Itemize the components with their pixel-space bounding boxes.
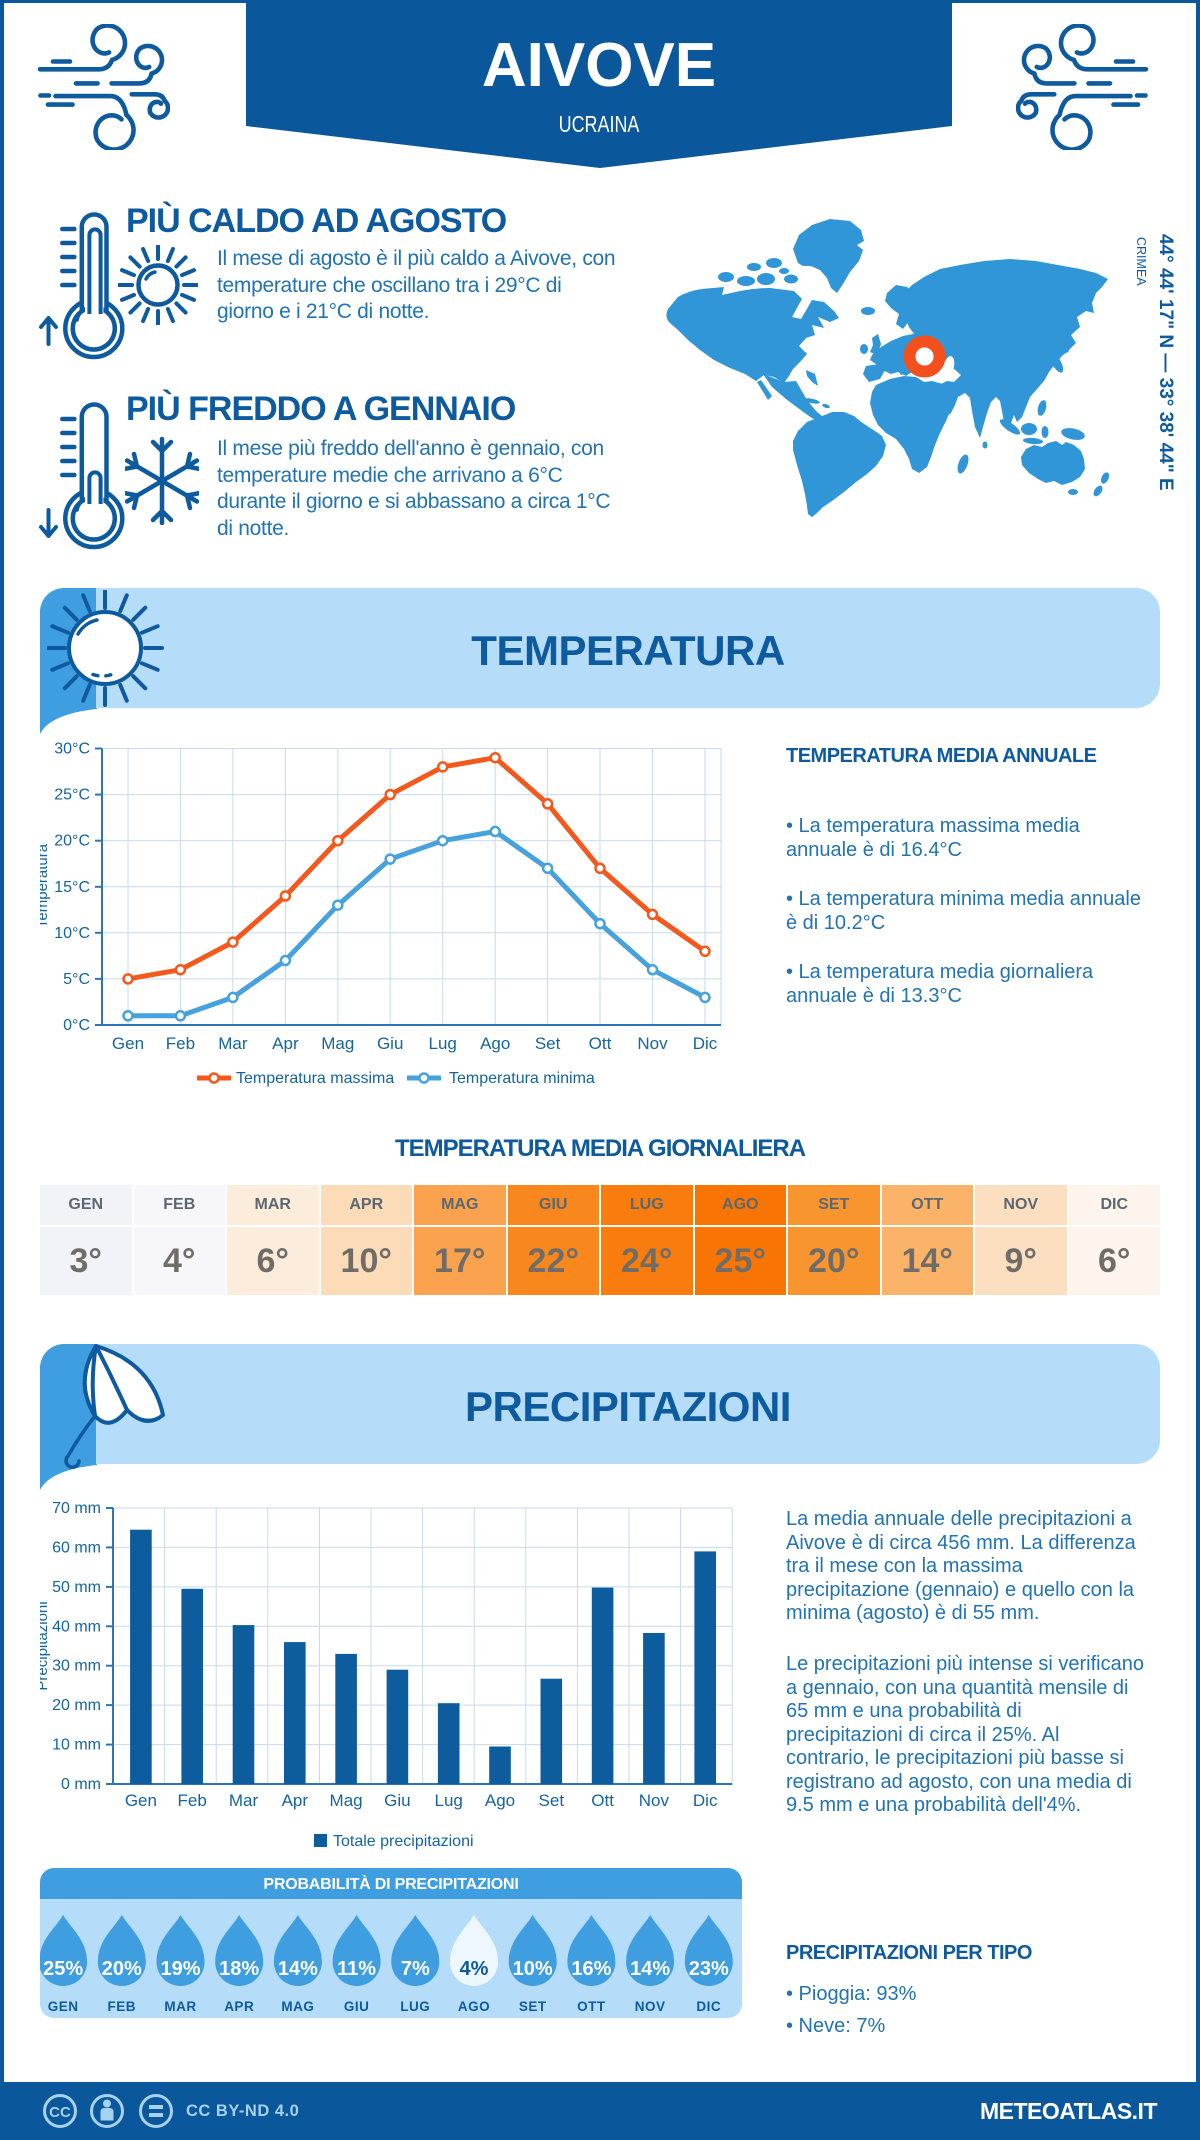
svg-text:Lug: Lug <box>429 1034 457 1053</box>
svg-text:Ago: Ago <box>480 1034 510 1053</box>
svg-text:50 mm: 50 mm <box>52 1579 101 1596</box>
svg-text:14%: 14% <box>630 1958 670 1980</box>
svg-text:30 mm: 30 mm <box>52 1658 101 1675</box>
svg-text:15°C: 15°C <box>54 879 90 896</box>
svg-text:70 mm: 70 mm <box>52 1500 101 1517</box>
svg-text:Totale precipitazioni: Totale precipitazioni <box>333 1833 474 1850</box>
svg-text:11%: 11% <box>337 1958 376 1980</box>
svg-text:23%: 23% <box>689 1958 729 1980</box>
svg-text:Apr: Apr <box>272 1034 299 1053</box>
svg-text:GIU: GIU <box>344 1999 370 2014</box>
svg-text:60 mm: 60 mm <box>52 1539 101 1556</box>
svg-text:Temperatura minima: Temperatura minima <box>449 1070 595 1087</box>
svg-text:0°C: 0°C <box>63 1017 90 1034</box>
svg-text:16%: 16% <box>571 1958 611 1980</box>
svg-text:Dic: Dic <box>693 1791 718 1810</box>
svg-text:0 mm: 0 mm <box>61 1776 101 1793</box>
svg-text:25%: 25% <box>43 1958 83 1980</box>
svg-text:14%: 14% <box>278 1958 318 1980</box>
svg-text:Mar: Mar <box>229 1791 259 1810</box>
svg-text:DIC: DIC <box>696 1999 721 2014</box>
svg-text:Ott: Ott <box>591 1791 614 1810</box>
svg-text:Dic: Dic <box>693 1034 718 1053</box>
svg-text:4%: 4% <box>460 1958 489 1980</box>
svg-text:Mag: Mag <box>321 1034 354 1053</box>
svg-text:Feb: Feb <box>166 1034 195 1053</box>
svg-text:CC: CC <box>49 2104 71 2121</box>
svg-text:18%: 18% <box>219 1958 259 1980</box>
svg-text:Precipitazioni: Precipitazioni <box>40 1601 51 1690</box>
svg-text:Giu: Giu <box>384 1791 410 1810</box>
svg-text:20 mm: 20 mm <box>52 1697 101 1714</box>
svg-text:Set: Set <box>535 1034 561 1053</box>
svg-text:MAG: MAG <box>281 1999 314 2014</box>
svg-text:Apr: Apr <box>282 1791 309 1810</box>
svg-text:40 mm: 40 mm <box>52 1618 101 1635</box>
svg-text:Set: Set <box>539 1791 565 1810</box>
svg-text:10%: 10% <box>513 1958 553 1980</box>
svg-text:30°C: 30°C <box>54 741 90 758</box>
svg-text:Mag: Mag <box>330 1791 363 1810</box>
svg-text:LUG: LUG <box>400 1999 430 2014</box>
svg-text:Temperatura: Temperatura <box>40 843 51 928</box>
svg-text:Ago: Ago <box>485 1791 515 1810</box>
svg-text:20%: 20% <box>102 1958 142 1980</box>
svg-text:19%: 19% <box>160 1958 200 1980</box>
svg-text:APR: APR <box>224 1999 254 2014</box>
svg-text:7%: 7% <box>401 1958 430 1980</box>
svg-text:Nov: Nov <box>637 1034 668 1053</box>
svg-text:MAR: MAR <box>164 1999 196 2014</box>
svg-text:GEN: GEN <box>48 1999 79 2014</box>
svg-text:Giu: Giu <box>377 1034 403 1053</box>
svg-text:10°C: 10°C <box>54 925 90 942</box>
svg-text:25°C: 25°C <box>54 787 90 804</box>
svg-text:AGO: AGO <box>458 1999 490 2014</box>
svg-text:Gen: Gen <box>112 1034 144 1053</box>
svg-text:Nov: Nov <box>639 1791 670 1810</box>
svg-text:Lug: Lug <box>435 1791 463 1810</box>
svg-text:SET: SET <box>519 1999 547 2014</box>
svg-text:NOV: NOV <box>635 1999 666 2014</box>
svg-text:Feb: Feb <box>178 1791 207 1810</box>
svg-text:OTT: OTT <box>577 1999 606 2014</box>
svg-text:Mar: Mar <box>218 1034 248 1053</box>
svg-text:Temperatura massima: Temperatura massima <box>236 1070 394 1087</box>
svg-text:Gen: Gen <box>125 1791 157 1810</box>
svg-text:5°C: 5°C <box>63 971 90 988</box>
svg-text:20°C: 20°C <box>54 833 90 850</box>
svg-text:FEB: FEB <box>108 1999 137 2014</box>
svg-text:Ott: Ott <box>589 1034 612 1053</box>
svg-text:10 mm: 10 mm <box>52 1737 101 1754</box>
